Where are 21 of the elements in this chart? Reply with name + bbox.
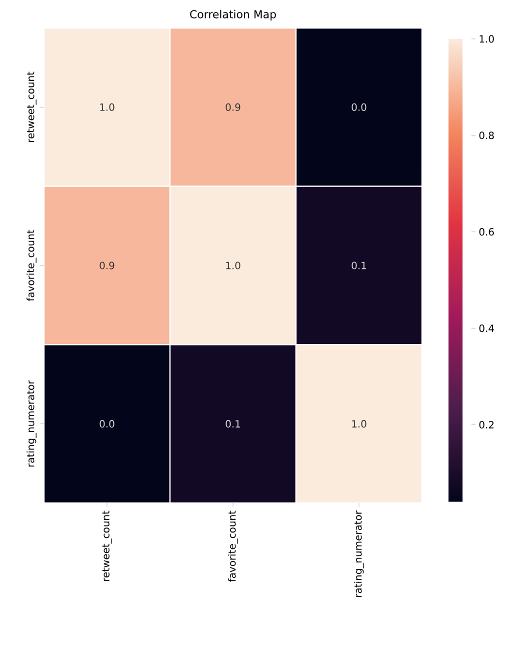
data-label: 1.0 bbox=[352, 420, 366, 428]
color-bar-label: 0.6 bbox=[479, 228, 494, 236]
data-label: 0.1 bbox=[352, 262, 366, 270]
data-label: 0.0 bbox=[100, 420, 114, 428]
data-label: 0.1 bbox=[226, 420, 240, 428]
data-label: 0.9 bbox=[100, 262, 114, 270]
y-tick-label: retweet_count bbox=[27, 72, 36, 142]
data-label: 0.9 bbox=[226, 103, 240, 111]
color-bar-label: 1.0 bbox=[480, 35, 494, 43]
x-tick-label: favorite_count bbox=[228, 510, 238, 582]
color-bar-label: 0.8 bbox=[479, 132, 494, 140]
x-tick-label: retweet_count bbox=[102, 510, 112, 581]
chart-title: Correlation Map bbox=[190, 10, 276, 21]
y-tick-label: rating_numerator bbox=[26, 380, 36, 467]
data-label: 1.0 bbox=[100, 103, 114, 111]
y-tick-label: favorite_count bbox=[26, 230, 36, 302]
data-label: 1.0 bbox=[226, 262, 240, 270]
color-bar-label: 0.4 bbox=[479, 324, 494, 332]
data-label: 0.0 bbox=[352, 103, 366, 111]
x-tick-label: rating_numerator bbox=[354, 510, 364, 597]
color-bar-label: 0.2 bbox=[479, 420, 494, 429]
